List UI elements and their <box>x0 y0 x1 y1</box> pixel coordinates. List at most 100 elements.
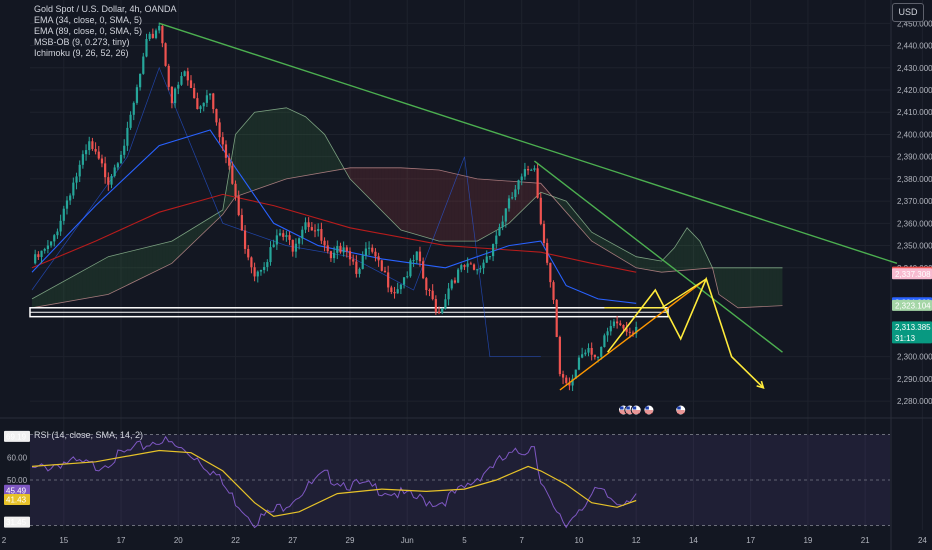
candle-body[interactable] <box>78 164 81 177</box>
candle-body[interactable] <box>326 245 329 252</box>
candle-body[interactable] <box>183 71 186 77</box>
candle-body[interactable] <box>520 176 523 181</box>
candle-body[interactable] <box>590 347 593 355</box>
candle-body[interactable] <box>263 267 266 270</box>
candle-body[interactable] <box>113 167 116 176</box>
candle-body[interactable] <box>278 233 282 236</box>
candle-body[interactable] <box>43 248 46 251</box>
candle-body[interactable] <box>53 235 56 242</box>
candle-body[interactable] <box>91 141 94 149</box>
candle-body[interactable] <box>177 84 180 89</box>
candle-body[interactable] <box>304 222 307 230</box>
candle-body[interactable] <box>269 247 272 263</box>
candle-body[interactable] <box>110 175 113 185</box>
candle-body[interactable] <box>622 325 625 329</box>
candle-body[interactable] <box>345 247 348 252</box>
candle-body[interactable] <box>565 377 568 383</box>
candle-body[interactable] <box>352 259 355 262</box>
candle-body[interactable] <box>256 271 259 277</box>
legend-ema34[interactable]: EMA (34, close, 0, SMA, 5) <box>34 15 143 25</box>
price-tag[interactable] <box>892 268 932 280</box>
candle-body[interactable] <box>301 229 304 239</box>
candle-body[interactable] <box>495 235 498 245</box>
candle-body[interactable] <box>488 256 492 258</box>
candle-body[interactable] <box>145 39 148 57</box>
candle-body[interactable] <box>552 282 555 300</box>
triangle-lower-line[interactable] <box>559 278 707 391</box>
candle-body[interactable] <box>558 336 561 375</box>
triangle-upper-line[interactable] <box>604 278 707 309</box>
candle-body[interactable] <box>234 183 237 197</box>
candle-body[interactable] <box>361 255 364 269</box>
candle-body[interactable] <box>539 197 542 224</box>
currency-button[interactable]: USD <box>892 3 924 22</box>
candle-body[interactable] <box>186 71 189 81</box>
candle-body[interactable] <box>298 238 301 244</box>
candle-body[interactable] <box>193 87 196 99</box>
candle-body[interactable] <box>135 87 139 103</box>
candle-body[interactable] <box>431 290 434 300</box>
candle-body[interactable] <box>367 247 371 249</box>
candle-body[interactable] <box>237 196 240 216</box>
candle-body[interactable] <box>399 284 402 290</box>
candle-body[interactable] <box>164 43 167 66</box>
candle-body[interactable] <box>584 352 587 355</box>
candle-body[interactable] <box>205 95 208 103</box>
candle-body[interactable] <box>631 332 635 334</box>
ema89-line[interactable] <box>31 193 637 273</box>
price-tag[interactable] <box>892 299 932 311</box>
candle-body[interactable] <box>393 292 396 294</box>
rsi-ma-line[interactable] <box>31 449 637 518</box>
candle-body[interactable] <box>123 145 126 155</box>
candle-body[interactable] <box>612 321 616 327</box>
candle-body[interactable] <box>336 246 339 253</box>
candle-body[interactable] <box>310 227 313 231</box>
candle-body[interactable] <box>46 245 49 249</box>
candle-body[interactable] <box>81 154 84 165</box>
rsi-pane[interactable] <box>30 434 890 529</box>
candle-body[interactable] <box>62 208 65 221</box>
candle-body[interactable] <box>523 169 526 177</box>
candle-body[interactable] <box>142 56 145 74</box>
candle-body[interactable] <box>596 356 600 358</box>
candle-body[interactable] <box>517 180 520 190</box>
candle-body[interactable] <box>406 276 409 278</box>
candle-body[interactable] <box>409 260 412 277</box>
candle-body[interactable] <box>358 268 361 274</box>
legend-ema89[interactable]: EMA (89, close, 0, SMA, 5) <box>34 26 143 36</box>
candle-body[interactable] <box>94 148 97 152</box>
candle-body[interactable] <box>88 141 91 151</box>
candle-body[interactable] <box>291 239 294 252</box>
candle-body[interactable] <box>619 323 622 326</box>
candle-body[interactable] <box>72 182 75 196</box>
candle-body[interactable] <box>247 248 250 258</box>
candle-body[interactable] <box>542 223 546 244</box>
candle-body[interactable] <box>402 277 406 285</box>
candle-body[interactable] <box>202 102 205 107</box>
candle-body[interactable] <box>218 122 221 138</box>
candle-body[interactable] <box>463 265 466 267</box>
rsi-tag[interactable] <box>4 484 30 496</box>
candle-body[interactable] <box>383 270 387 273</box>
time-axis[interactable]: 2 15 17 20 22 27 29 Jun 5 7 10 12 14 17 19 21 24 <box>2 536 928 545</box>
candle-body[interactable] <box>317 229 320 232</box>
candle-body[interactable] <box>266 262 269 268</box>
candle-body[interactable] <box>329 251 333 259</box>
candle-body[interactable] <box>457 269 460 283</box>
candle-body[interactable] <box>498 227 501 236</box>
candle-body[interactable] <box>635 326 638 334</box>
candle-body[interactable] <box>40 250 43 258</box>
candle-body[interactable] <box>65 200 69 209</box>
candle-body[interactable] <box>275 235 278 245</box>
candle-body[interactable] <box>571 378 574 386</box>
candle-body[interactable] <box>132 102 135 115</box>
candle-body[interactable] <box>441 308 444 313</box>
candle-body[interactable] <box>294 243 298 252</box>
candlesticks[interactable] <box>34 22 638 392</box>
candle-body[interactable] <box>34 254 37 264</box>
candle-body[interactable] <box>231 165 234 184</box>
candle-body[interactable] <box>428 289 431 291</box>
candle-body[interactable] <box>476 269 479 271</box>
candle-body[interactable] <box>485 256 488 263</box>
